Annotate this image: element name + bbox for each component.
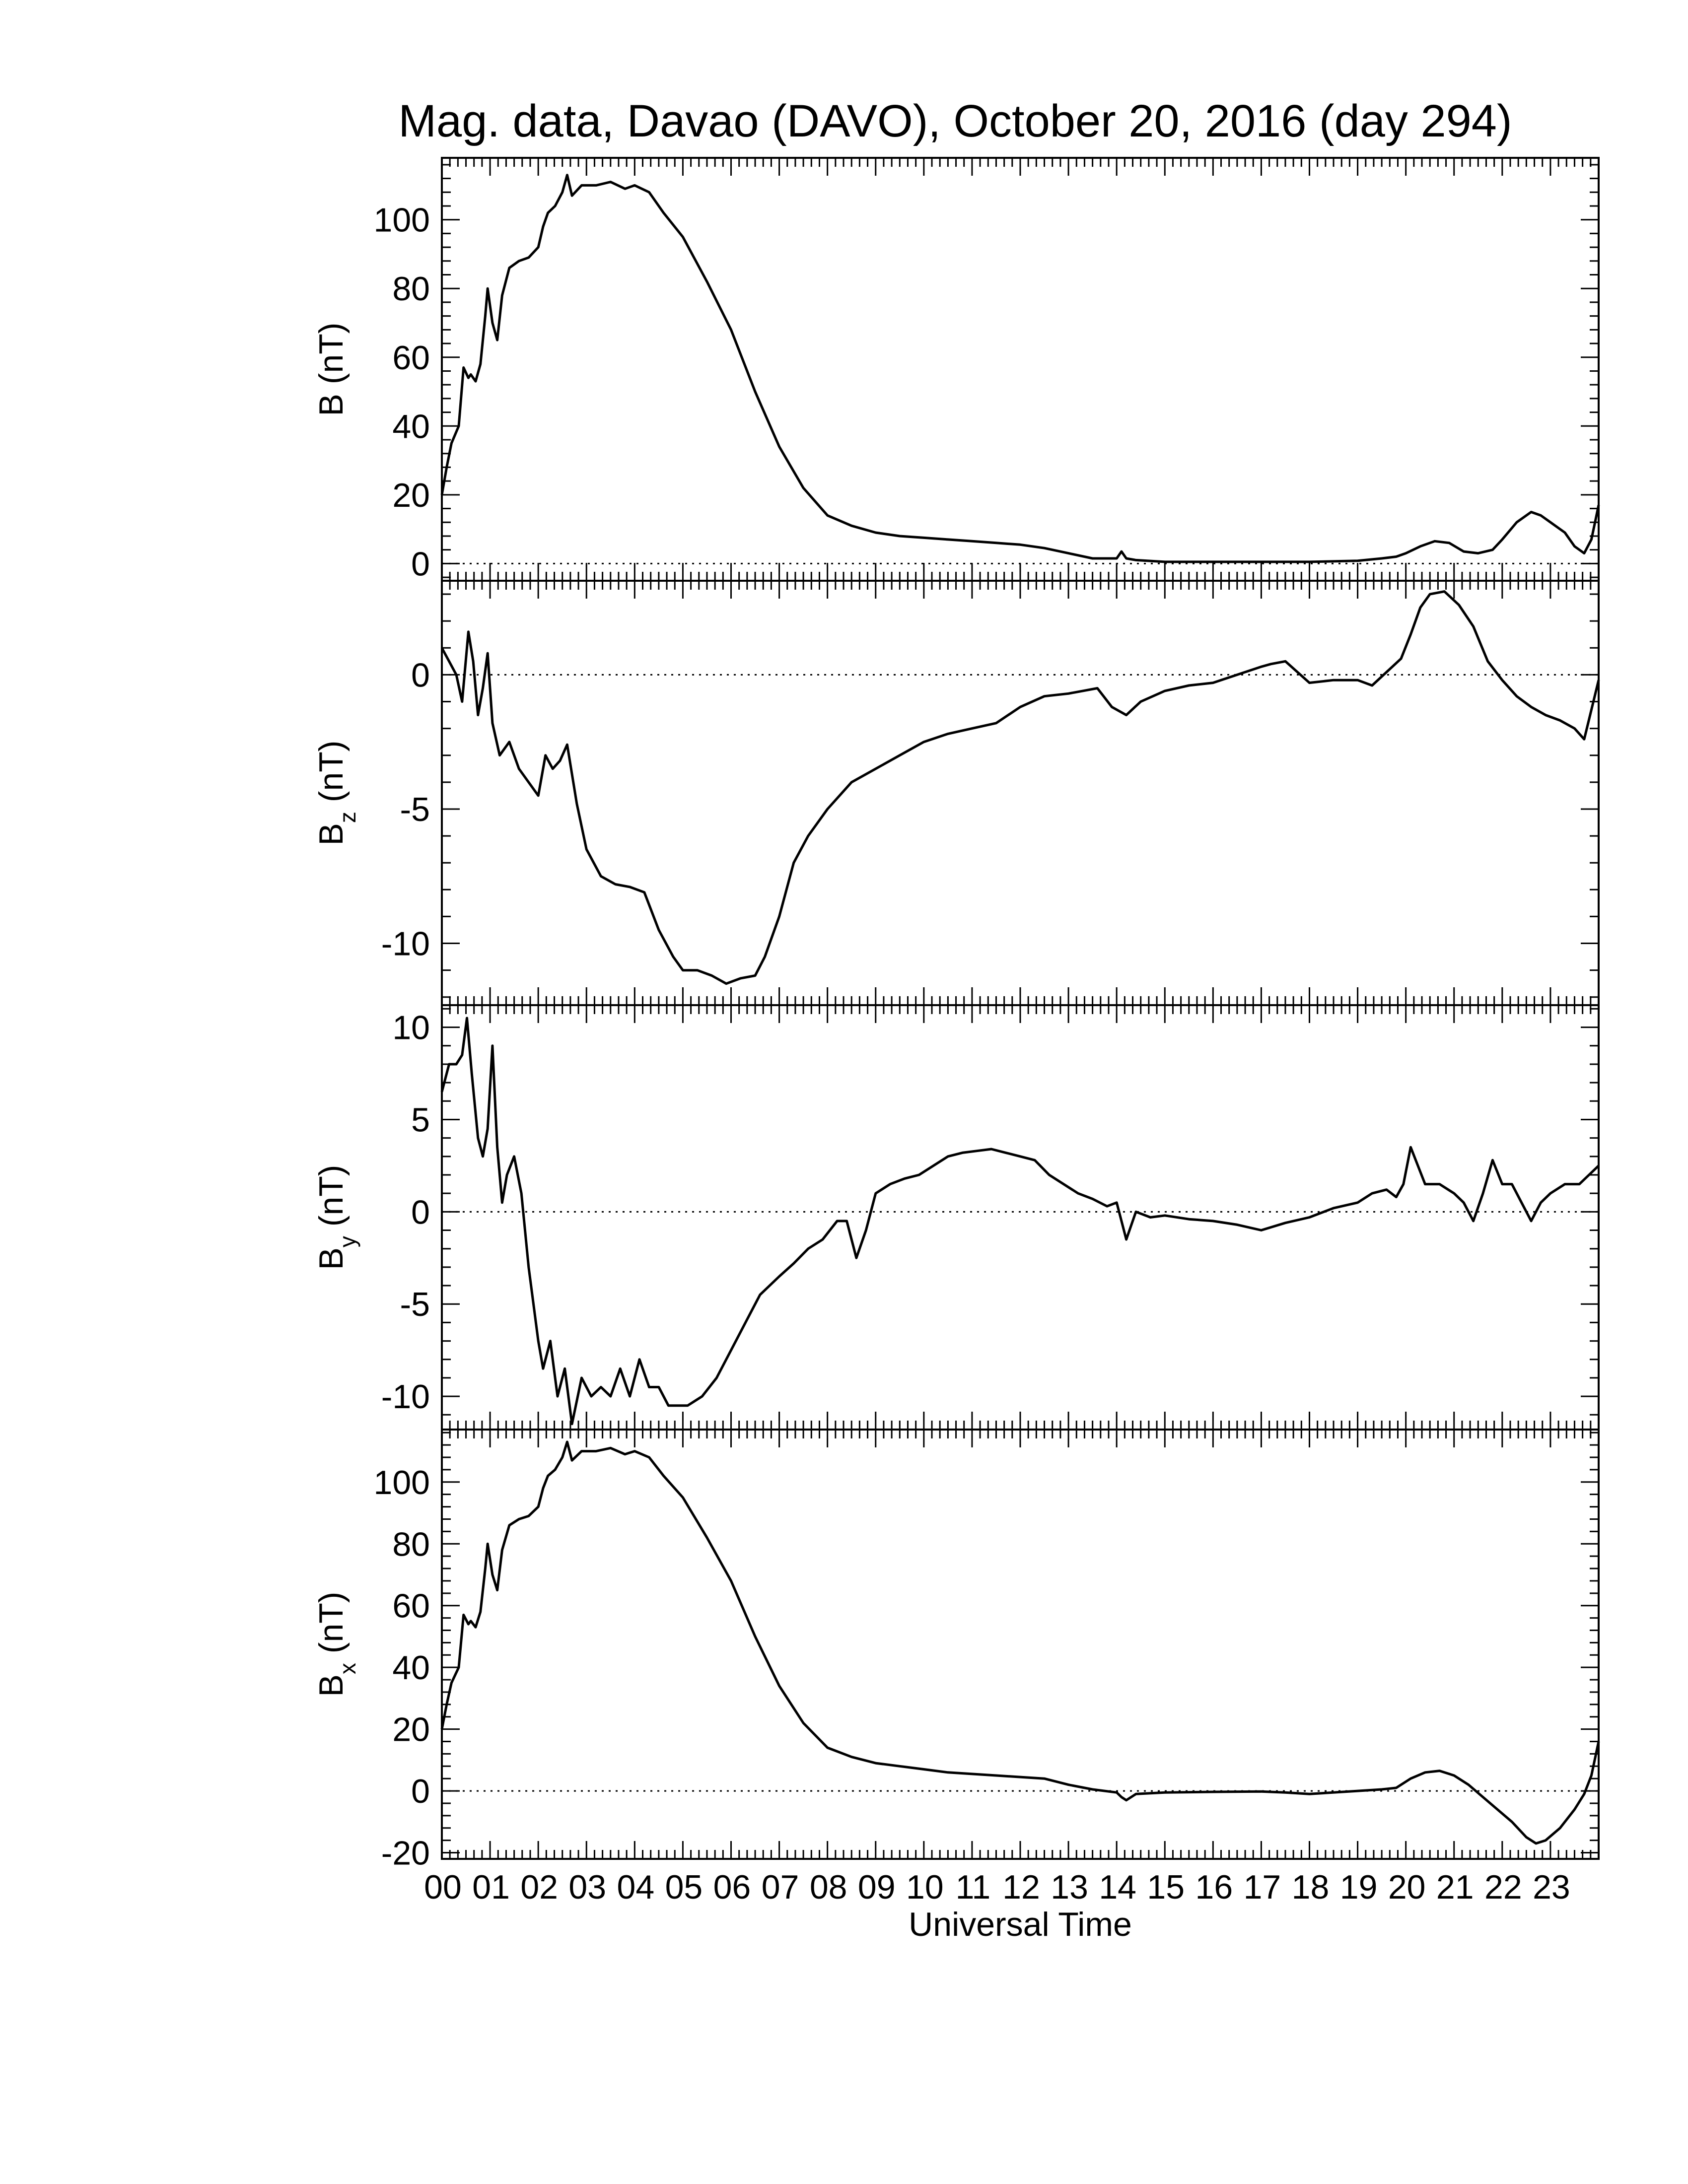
x-tick-label: 10: [906, 1868, 944, 1906]
y-tick-label: 60: [392, 339, 430, 377]
plot-frame: [441, 1429, 1600, 1860]
y-tick-label: 20: [392, 1711, 430, 1749]
y-axis-label: Bz (nT): [312, 741, 360, 846]
y-tick-label: -5: [400, 1286, 430, 1323]
series-line-z: [440, 590, 1600, 985]
y-axis-label: B (nT): [312, 323, 350, 416]
x-tick-label: 12: [1002, 1868, 1040, 1906]
y-tick-label: 100: [374, 1464, 430, 1502]
x-tick-label: 22: [1484, 1868, 1522, 1906]
x-tick-label: 19: [1340, 1868, 1378, 1906]
y-tick-label: 0: [411, 1773, 430, 1810]
panel-b-chart: 0 20 40 60 80 100 B (nT): [312, 157, 1600, 583]
y-tick-label: 20: [392, 477, 430, 514]
x-tick-label: 07: [762, 1868, 799, 1906]
plot-frame: [441, 1004, 1600, 1431]
x-tick-label: 20: [1388, 1868, 1426, 1906]
y-axis-label-main: B: [312, 394, 350, 416]
x-tick-label: 02: [520, 1868, 558, 1906]
y-tick-label: 60: [392, 1587, 430, 1625]
y-axis-label-subscript: z: [335, 812, 360, 823]
series-line-x: [440, 1440, 1600, 1845]
x-tick-label: 08: [810, 1868, 847, 1906]
x-tick-label: 06: [713, 1868, 751, 1906]
series-line-b: [440, 174, 1600, 563]
y-tick-label: 0: [411, 1193, 430, 1231]
y-tick-label: -10: [381, 925, 430, 963]
y-tick-label: -10: [381, 1378, 430, 1416]
figure-title: Mag. data, Davao (DAVO), October 20, 201…: [398, 96, 1512, 146]
x-tick-label: 13: [1051, 1868, 1088, 1906]
y-axis-label-unit: (nT): [312, 741, 350, 812]
y-axis-label-main: B: [312, 1674, 350, 1697]
y-axis-label-subscript: x: [335, 1663, 360, 1674]
y-axis-label-unit: (nT): [312, 1592, 350, 1663]
y-axis-label-subscript: y: [335, 1236, 360, 1247]
x-tick-label: 14: [1099, 1868, 1136, 1906]
x-axis-label: Universal Time: [909, 1906, 1132, 1943]
y-axis-label: By (nT): [312, 1165, 360, 1270]
x-tick-label: 04: [617, 1868, 655, 1906]
x-tick-label: 21: [1436, 1868, 1474, 1906]
x-tick-label: 05: [665, 1868, 703, 1906]
y-tick-label: 0: [411, 656, 430, 694]
x-tick-label: 16: [1196, 1868, 1233, 1906]
x-tick-label: 11: [956, 1868, 991, 1906]
panel-z-chart: -10 -5 0 Bz (nT): [312, 580, 1600, 1006]
panel-x-chart: -20 0 20 40 60 80 100 Bx (nT) 00 01 02 03 04 05 06 07 08…: [312, 1429, 1600, 1906]
y-tick-label: 80: [392, 270, 430, 308]
x-tick-label: 03: [568, 1868, 606, 1906]
y-tick-label: 100: [374, 202, 430, 239]
x-tick-label: 15: [1147, 1868, 1185, 1906]
x-tick-label: 17: [1244, 1868, 1281, 1906]
y-axis-label-unit: (nT): [312, 1165, 350, 1236]
x-tick-label: 18: [1292, 1868, 1330, 1906]
x-tick-label: 09: [858, 1868, 896, 1906]
y-axis-label: Bx (nT): [312, 1592, 360, 1697]
x-tick-label: 23: [1533, 1868, 1570, 1906]
x-tick-label: 00: [424, 1868, 462, 1906]
y-tick-label: 5: [411, 1101, 430, 1139]
x-tick-label: 01: [472, 1868, 510, 1906]
y-tick-label: -5: [400, 791, 430, 828]
y-tick-label: 40: [392, 1649, 430, 1687]
series-line-y: [440, 1017, 1600, 1426]
plot-frame: [441, 157, 1600, 582]
y-tick-label: 0: [411, 545, 430, 583]
y-axis-label-unit: (nT): [312, 323, 350, 394]
y-axis-label-main: B: [312, 823, 350, 845]
plot-frame: [441, 580, 1600, 1006]
y-tick-label: 40: [392, 408, 430, 445]
panel-y-chart: -10 -5 0 5 10 By (nT): [312, 1004, 1600, 1431]
y-axis-label-main: B: [312, 1247, 350, 1270]
y-tick-label: 80: [392, 1525, 430, 1563]
y-tick-label: 10: [392, 1009, 430, 1047]
y-tick-label: -20: [381, 1835, 430, 1872]
